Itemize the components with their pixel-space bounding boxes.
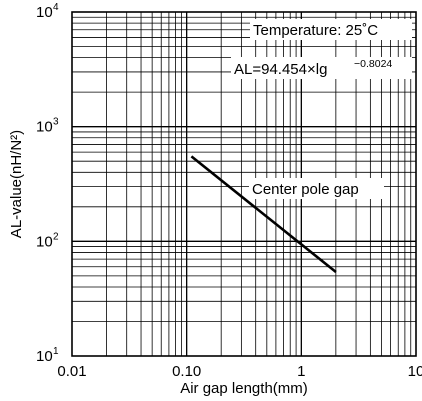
y-tick-exponent: 4 (53, 2, 59, 13)
x-tick-label: 0.10 (172, 363, 201, 380)
temperature-label-bg (250, 19, 412, 40)
series-label-bg (249, 178, 384, 199)
series-label: Center pole gap (252, 181, 359, 198)
plot-frame (71, 11, 417, 357)
y-tick-label: 10 (36, 119, 53, 136)
y-tick-label: 10 (36, 348, 53, 365)
series-layer (190, 155, 337, 274)
x-axis-label: Air gap length(mm) (180, 380, 308, 397)
x-tick-label: 10 (408, 363, 422, 380)
formula-label-bg (231, 57, 412, 79)
x-tick-label: 0.01 (57, 363, 86, 380)
y-tick-exponent: 2 (53, 231, 59, 242)
y-tick-exponent: 3 (53, 117, 59, 128)
series-line-center-pole-gap (190, 155, 337, 274)
y-axis-label: AL-value(nH/N²) (8, 130, 25, 238)
x-tick-label: 1 (297, 363, 305, 380)
y-tick-label: 10 (36, 233, 53, 250)
y-tick-exponent: 1 (53, 346, 59, 357)
temperature-label: Temperature: 25˚C (253, 22, 378, 39)
formula-label: AL=94.454×lg (234, 61, 327, 78)
y-tick-label: 10 (36, 4, 53, 21)
formula-exponent: −0.8024 (354, 58, 392, 70)
